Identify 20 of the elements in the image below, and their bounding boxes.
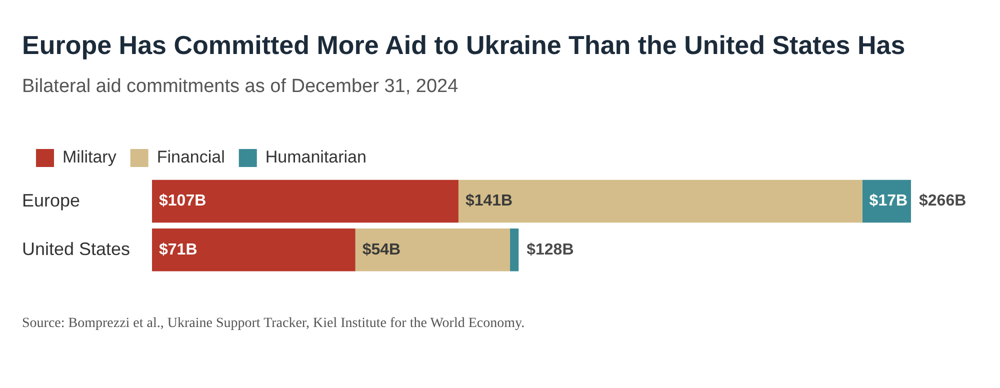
data-label: $141B xyxy=(465,192,513,210)
source-note: Source: Bomprezzi et al., Ukraine Support Tracker, Kiel Institute for the World Economy. xyxy=(22,316,525,332)
legend-label: Military xyxy=(62,148,117,167)
total-label: $266B xyxy=(919,192,966,210)
legend-label: Financial xyxy=(156,148,225,167)
bar xyxy=(152,228,356,272)
total-label: $128B xyxy=(526,241,574,258)
data-label: $54B xyxy=(362,241,401,258)
data-label: $107B xyxy=(159,192,206,210)
chart-subtitle: Bilateral aid commitments as of December 31, 2024 xyxy=(22,76,458,98)
bar xyxy=(458,180,862,223)
bar xyxy=(355,228,510,272)
y-tick-label: Europe xyxy=(22,190,80,210)
data-label: $17B xyxy=(869,192,908,210)
data-label: $71B xyxy=(159,241,198,258)
y-tick-label: United States xyxy=(22,238,130,259)
bar xyxy=(510,228,519,272)
bar xyxy=(152,180,458,223)
chart-title: Europe Has Committed More Aid to Ukraine Than the United States Has xyxy=(22,30,906,61)
legend-label: Humanitarian xyxy=(265,148,366,167)
